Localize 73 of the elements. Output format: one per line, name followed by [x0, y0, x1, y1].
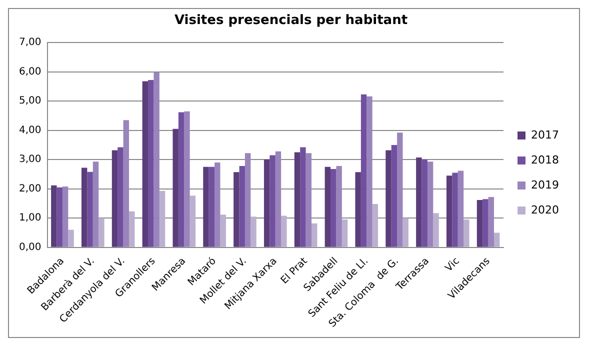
bar [81, 168, 88, 247]
bar [464, 220, 470, 247]
bar [118, 147, 124, 247]
legend-label: 2019 [531, 178, 560, 192]
bar [416, 158, 422, 247]
bar [494, 232, 500, 247]
bar [458, 170, 464, 247]
bar [123, 120, 130, 247]
bar [294, 152, 300, 247]
bar [300, 147, 306, 247]
legend-label: 2020 [531, 203, 560, 216]
bar [446, 176, 452, 247]
bar [250, 216, 256, 247]
bar [476, 200, 483, 247]
bar [342, 220, 348, 247]
bar [51, 185, 57, 247]
y-tick-label: 3,00 [19, 154, 42, 166]
bar [330, 168, 336, 247]
y-tick-label: 0,00 [19, 242, 42, 253]
bar [482, 199, 488, 247]
bar [366, 96, 372, 247]
y-tick-label: 7,00 [19, 37, 42, 48]
y-tick-label: 4,00 [19, 124, 42, 136]
bar [306, 153, 312, 247]
bar [244, 153, 251, 247]
bar [62, 186, 68, 247]
bar [397, 132, 403, 247]
bar [372, 204, 378, 247]
bar [184, 111, 190, 247]
y-tick-label: 1,00 [19, 212, 42, 224]
bar [159, 190, 166, 247]
y-tick-label: 6,00 [19, 66, 42, 78]
bar [190, 196, 196, 247]
bar [234, 172, 240, 247]
bar [98, 218, 104, 247]
bar [264, 160, 270, 247]
bar [452, 172, 458, 247]
bar [148, 80, 154, 247]
legend-label: 2017 [531, 128, 560, 142]
bar [172, 128, 178, 247]
bar [56, 187, 62, 247]
bar [214, 162, 220, 247]
bar [427, 162, 434, 247]
bar [239, 166, 245, 247]
bar [178, 112, 184, 247]
bar [360, 94, 367, 247]
bar [433, 213, 439, 247]
bar [355, 172, 361, 247]
bar [275, 151, 282, 247]
bar [312, 223, 318, 247]
bar [129, 211, 135, 247]
bar [391, 144, 398, 247]
bar [142, 81, 148, 247]
bar [208, 166, 215, 247]
bar [87, 172, 93, 247]
bar [422, 160, 428, 247]
bar [220, 214, 226, 247]
bar [270, 155, 276, 247]
bar [488, 197, 494, 247]
bar [281, 216, 287, 247]
y-tick-label: 5,00 [19, 96, 42, 107]
legend-label: 2018 [531, 153, 560, 166]
bar [402, 218, 408, 247]
y-tick-label: 2,00 [19, 183, 42, 194]
bar [203, 166, 209, 247]
bar [68, 230, 74, 247]
bar [324, 166, 331, 247]
chart-title: Visites presencials per habitant [174, 13, 408, 28]
bar [336, 166, 342, 247]
bar [112, 150, 118, 247]
bar [386, 150, 392, 247]
bar [92, 162, 99, 247]
bar [154, 72, 160, 247]
